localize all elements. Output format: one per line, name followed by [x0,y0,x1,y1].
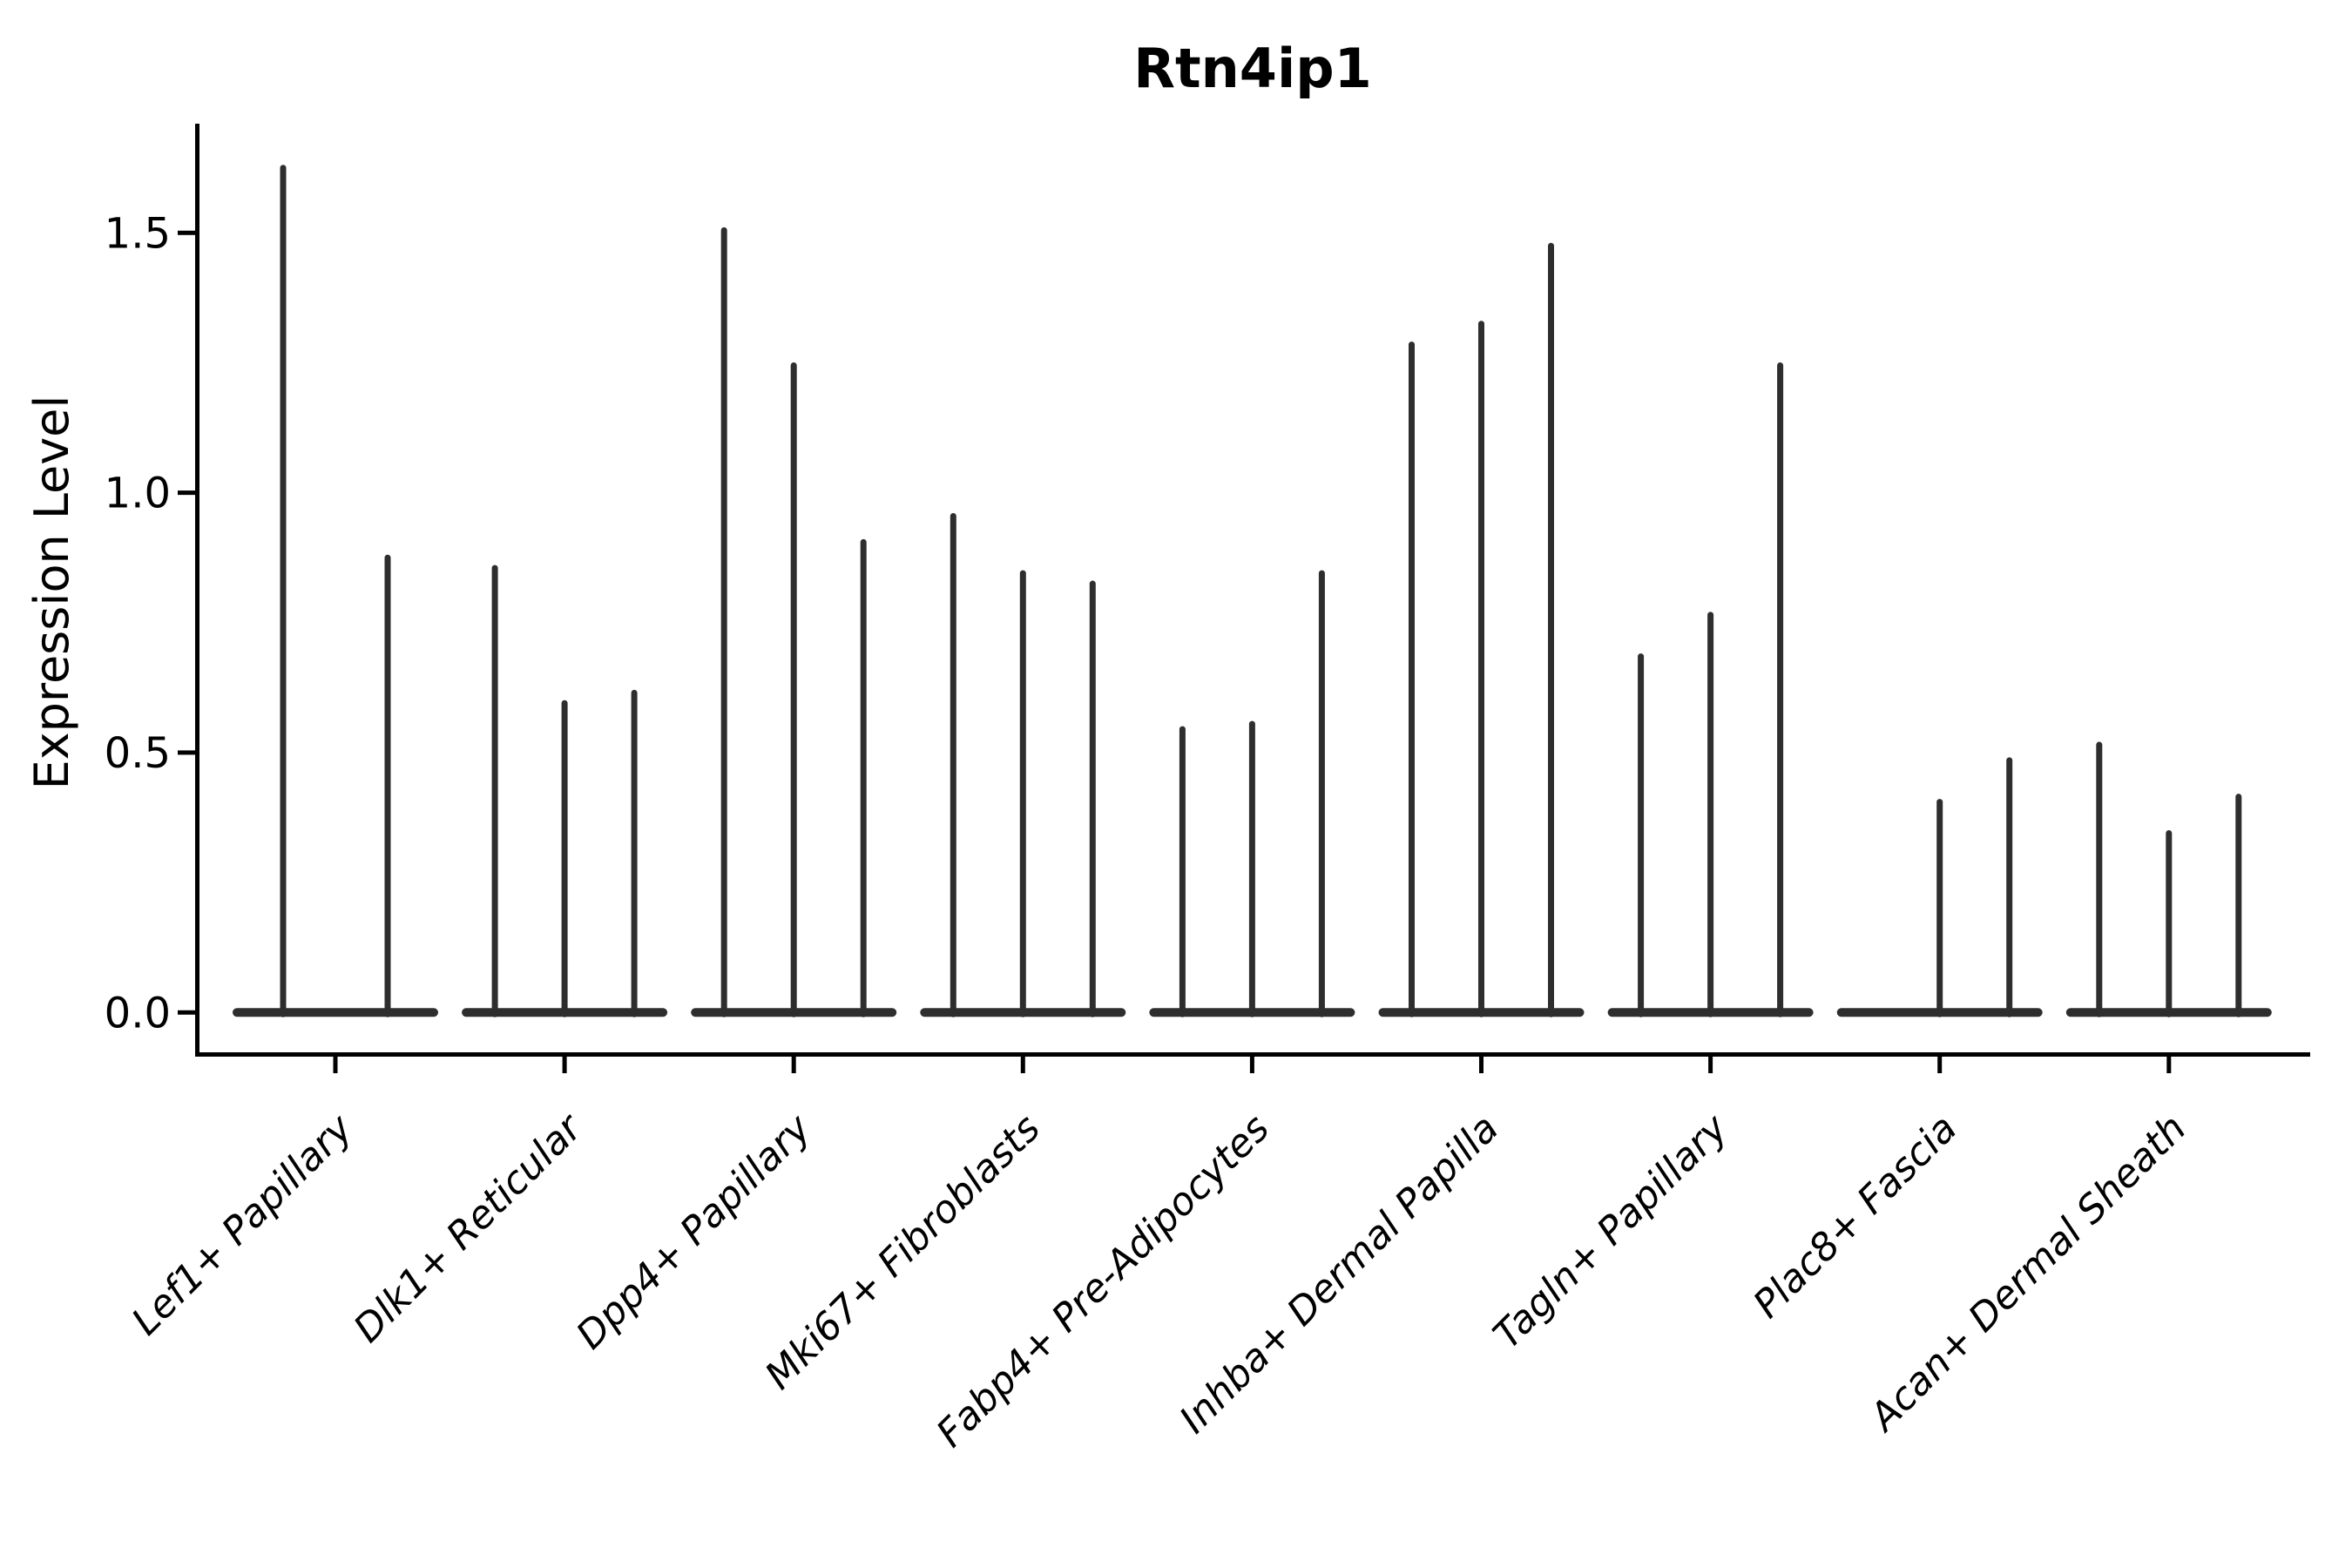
x-tick-mark [1708,1054,1713,1073]
x-tick-mark [1937,1054,1943,1073]
y-tick-mark [178,1010,197,1015]
y-tick-mark [178,750,197,755]
x-tick-mark [1020,1054,1025,1073]
violin-group [691,226,897,1017]
x-tick-mark [333,1054,338,1073]
y-axis-spine [195,124,199,1056]
x-tick-marks [333,1054,2172,1073]
x-tick-mark [1479,1054,1484,1073]
y-tick-label: 1.5 [105,209,171,258]
y-axis-label: Expression Level [24,395,79,790]
x-tick-label: Lef1+ Papillary [124,1105,362,1344]
violin-group [462,564,668,1017]
y-tick-mark [178,230,197,235]
violin-group [1836,757,2043,1017]
x-tick-mark [1249,1054,1254,1073]
violin-group [1149,570,1355,1017]
x-tick-mark [791,1054,796,1073]
y-tick-label: 0.5 [105,729,171,778]
x-tick-label: Tagln+ Papillary [1485,1105,1737,1357]
x-tick-label: Plac8+ Fascia [1745,1106,1965,1327]
chart-title: Rtn4ip1 [1133,37,1371,100]
y-tick-labels: 0.0 0.5 1.0 1.5 [105,209,171,1037]
y-tick-label: 1.0 [105,470,171,518]
violin-group [2065,741,2272,1017]
x-tick-label: Dpp4+ Papillary [568,1105,821,1358]
violins-layer [233,165,2272,1017]
violin-base [233,1008,438,1017]
x-tick-mark [562,1054,567,1073]
y-tick-label: 0.0 [105,989,171,1037]
violin-group [920,512,1126,1017]
y-tick-mark [178,490,197,496]
x-tick-label: Dlk1+ Reticular [346,1105,592,1351]
y-tick-marks [178,230,197,1015]
violin-group [1607,362,1814,1017]
violin-group [233,165,438,1017]
x-tick-mark [2166,1054,2172,1073]
violin-group [1378,242,1585,1017]
